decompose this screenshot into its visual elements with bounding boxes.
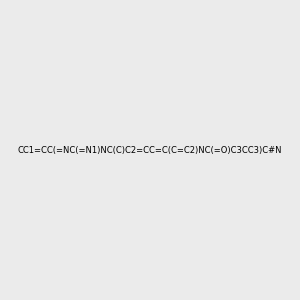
Text: CC1=CC(=NC(=N1)NC(C)C2=CC=C(C=C2)NC(=O)C3CC3)C#N: CC1=CC(=NC(=N1)NC(C)C2=CC=C(C=C2)NC(=O)C…: [18, 146, 282, 154]
